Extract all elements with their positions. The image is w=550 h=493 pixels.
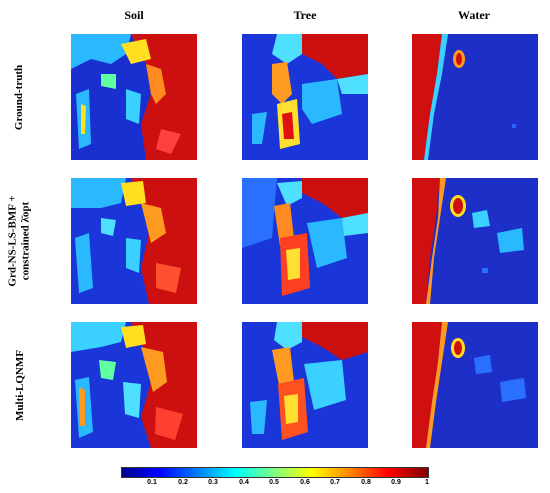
colorbar-tick: 0.8 xyxy=(361,479,371,486)
colorbar xyxy=(121,467,429,478)
abundance-map-tree-grd-ns-ls-bmf xyxy=(242,178,368,304)
colorbar-tick: 0.1 xyxy=(147,479,157,486)
abundance-map-water-grd-ns-ls-bmf xyxy=(412,178,538,304)
abundance-map-soil-grd-ns-ls-bmf xyxy=(71,178,197,304)
row-label-multi-lqnmf: Multi-LQNMF xyxy=(13,349,26,421)
abundance-map-tree-multi-lqnmf xyxy=(242,322,368,448)
colorbar-tick: 0.4 xyxy=(239,479,249,486)
row-label-grd-ns-ls-bmf: Grd-NS-LS-BMF + constrained λ̄opt xyxy=(7,195,32,287)
colorbar-tick: 0.9 xyxy=(391,479,401,486)
colorbar-tick: 0.6 xyxy=(300,479,310,486)
row-label-ground-truth: Ground-truth xyxy=(13,64,26,130)
column-header-tree: Tree xyxy=(293,8,317,22)
colorbar-tick: 0.2 xyxy=(178,479,188,486)
colorbar-tick: 1 xyxy=(425,479,429,486)
colorbar-tick: 0.7 xyxy=(330,479,340,486)
column-header-soil: Soil xyxy=(124,8,144,22)
abundance-map-soil-multi-lqnmf xyxy=(71,322,197,448)
abundance-map-water-multi-lqnmf xyxy=(412,322,538,448)
column-header-water: Water xyxy=(458,8,490,22)
abundance-map-soil-ground-truth xyxy=(71,34,197,160)
colorbar-tick: 0.5 xyxy=(269,479,279,486)
colorbar-tick: 0.3 xyxy=(208,479,218,486)
abundance-map-tree-ground-truth xyxy=(242,34,368,160)
abundance-map-water-ground-truth xyxy=(412,34,538,160)
